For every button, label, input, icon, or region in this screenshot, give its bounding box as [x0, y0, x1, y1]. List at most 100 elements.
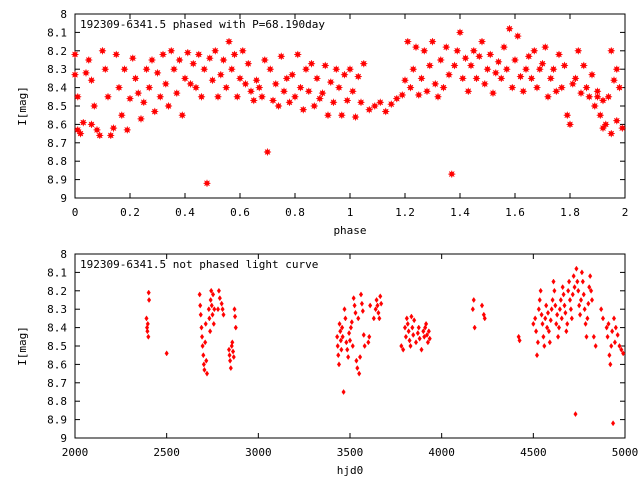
data-point — [268, 96, 278, 105]
data-point — [466, 61, 476, 70]
data-point — [378, 293, 383, 300]
x-tick-label: 5000 — [612, 446, 639, 459]
data-point — [470, 306, 475, 313]
data-point — [136, 114, 146, 124]
data-point — [549, 306, 554, 313]
data-point — [599, 306, 604, 313]
data-point — [600, 315, 606, 322]
y-tick-label: 8.7 — [47, 137, 67, 150]
data-point — [353, 72, 363, 81]
data-point — [408, 64, 418, 74]
data-point — [134, 88, 143, 98]
data-point — [227, 352, 232, 359]
data-point — [582, 83, 591, 92]
data-point — [412, 317, 417, 324]
data-point — [479, 302, 485, 309]
y-tick-label: 8.3 — [47, 63, 67, 76]
x-tick-label: 0.2 — [120, 206, 140, 219]
data-point — [556, 333, 561, 340]
data-point — [450, 61, 459, 70]
data-point — [377, 315, 382, 322]
data-point — [360, 308, 365, 314]
data-point — [404, 315, 409, 322]
data-point — [238, 46, 247, 56]
data-point — [408, 343, 413, 349]
data-point — [424, 332, 430, 338]
data-point — [343, 315, 348, 322]
chart-title: 192309-6341.5 phased with P=68.190day — [80, 18, 325, 31]
data-point — [359, 300, 364, 307]
data-point — [557, 83, 567, 92]
data-point — [441, 42, 451, 52]
data-point — [576, 287, 581, 294]
data-point — [204, 370, 210, 377]
data-point — [354, 357, 359, 364]
x-tick-label: 2500 — [153, 446, 180, 459]
data-point — [513, 31, 523, 41]
data-point — [551, 87, 561, 96]
data-point — [564, 328, 569, 335]
y-tick-label: 8.3 — [47, 303, 67, 316]
data-point — [403, 333, 408, 340]
data-point — [197, 291, 202, 298]
data-point — [230, 348, 236, 355]
data-point — [114, 83, 124, 92]
data-point — [197, 92, 206, 101]
data-point — [233, 324, 238, 331]
data-point — [521, 65, 531, 74]
data-point — [341, 389, 346, 395]
data-point — [401, 346, 406, 353]
data-point — [131, 74, 140, 83]
data-point — [617, 123, 627, 133]
data-point — [584, 92, 594, 102]
data-point — [357, 370, 362, 377]
data-point — [73, 92, 82, 102]
data-point — [407, 337, 412, 344]
x-tick-label: 1.6 — [505, 206, 525, 219]
data-point — [536, 306, 541, 313]
y-tick-label: 8.2 — [47, 45, 67, 58]
data-point — [548, 317, 553, 324]
data-point — [198, 302, 203, 309]
data-point — [368, 302, 373, 309]
y-tick-label: 8.8 — [47, 395, 67, 408]
data-point — [593, 92, 602, 101]
data-point — [534, 352, 540, 359]
data-point — [589, 297, 595, 303]
data-point — [233, 92, 242, 102]
data-point — [203, 339, 208, 346]
data-point — [499, 42, 509, 52]
data-point — [591, 333, 596, 340]
data-point — [423, 324, 428, 331]
data-point — [419, 46, 429, 56]
data-point — [252, 75, 261, 85]
data-point — [351, 295, 356, 302]
data-point — [518, 87, 528, 96]
x-tick-label: 0.4 — [175, 206, 195, 219]
data-point — [79, 118, 88, 127]
data-point — [345, 346, 350, 353]
data-point — [336, 352, 341, 359]
data-point — [540, 42, 550, 52]
data-point — [375, 302, 380, 309]
data-point — [340, 70, 349, 79]
y-tick-label: 8.6 — [47, 118, 67, 131]
x-tick-label: 0 — [72, 206, 79, 219]
data-point — [463, 87, 473, 96]
data-point — [425, 339, 430, 346]
data-point — [604, 92, 613, 101]
data-point — [203, 320, 208, 327]
data-point — [371, 315, 376, 322]
data-point — [161, 79, 170, 89]
data-point — [200, 333, 205, 340]
data-point — [571, 273, 576, 280]
data-point — [201, 361, 206, 368]
data-point — [249, 96, 259, 105]
data-point — [128, 53, 137, 63]
data-point — [562, 110, 572, 120]
data-point — [561, 291, 566, 298]
x-tick-label: 2000 — [62, 446, 89, 459]
data-point — [145, 320, 150, 327]
data-point — [345, 65, 355, 74]
data-point — [496, 74, 506, 83]
